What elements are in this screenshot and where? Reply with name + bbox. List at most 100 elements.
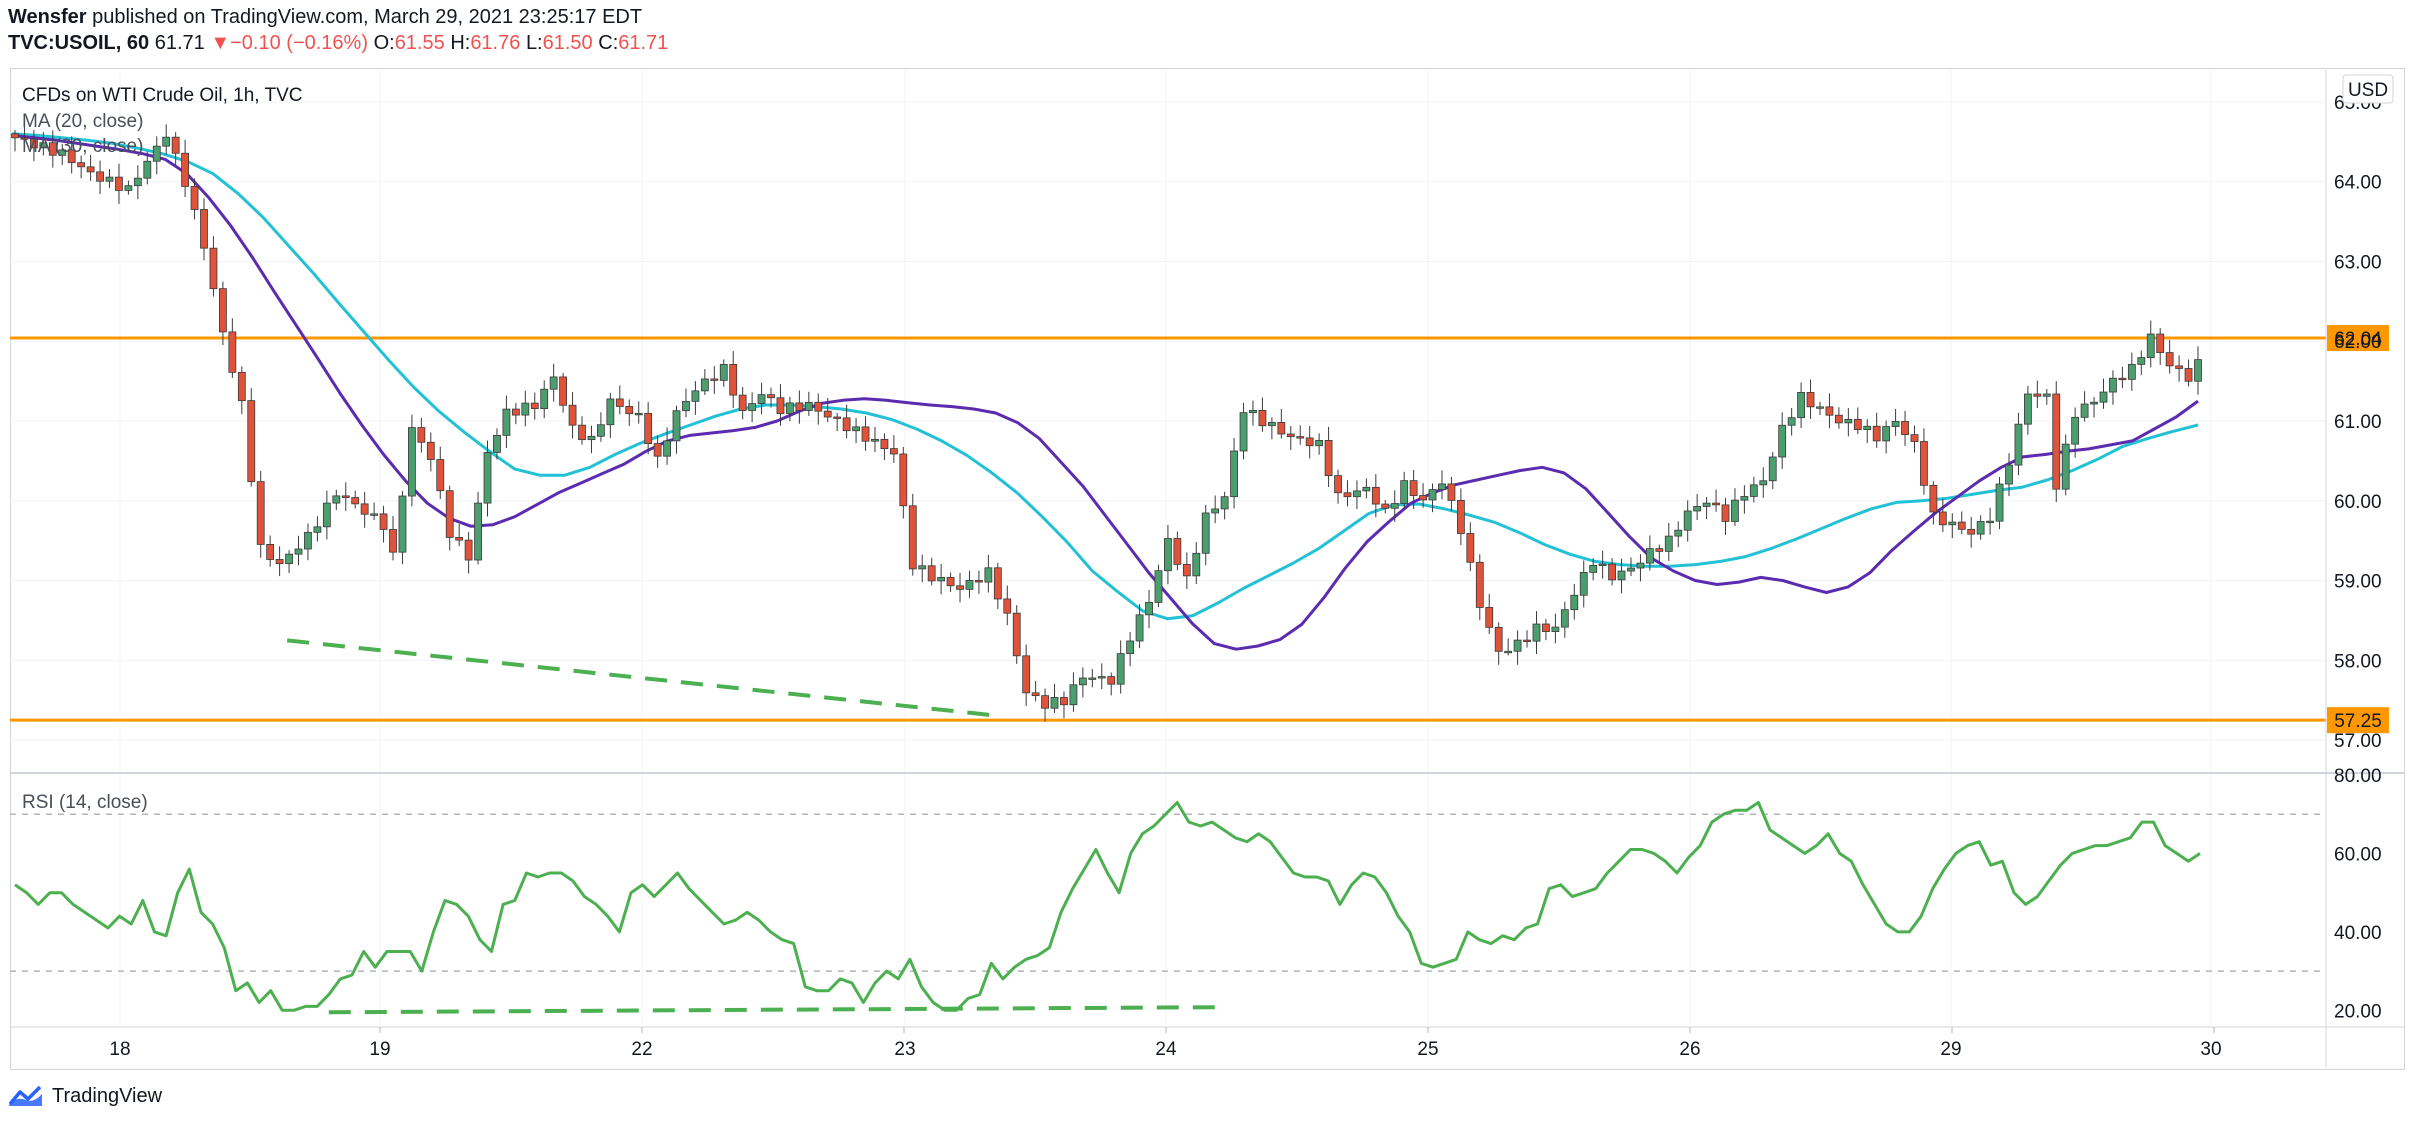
footer-brand-label: TradingView xyxy=(52,1084,163,1107)
candle xyxy=(937,564,946,595)
candle-body xyxy=(1560,609,1569,628)
candle xyxy=(445,485,454,551)
candle xyxy=(1438,470,1446,500)
candle-body xyxy=(1645,548,1654,564)
candle-body xyxy=(889,448,898,455)
candle-body xyxy=(852,426,860,432)
publisher-name[interactable]: Wensfer xyxy=(8,6,87,28)
candle xyxy=(313,516,322,542)
candle xyxy=(597,412,605,442)
open-value: 61.55 xyxy=(394,32,445,54)
candle-body xyxy=(946,577,955,587)
candle-body xyxy=(2146,333,2155,359)
candle-body xyxy=(540,388,549,410)
candle xyxy=(1466,522,1475,572)
candle xyxy=(2194,346,2202,395)
candle-body xyxy=(1542,623,1550,632)
candle xyxy=(304,523,312,561)
candle-body xyxy=(587,435,596,441)
candle-body xyxy=(2109,377,2117,393)
candle xyxy=(237,366,246,415)
candle-body xyxy=(322,502,331,528)
candle xyxy=(1381,500,1390,514)
candle-body xyxy=(1532,623,1541,642)
candle xyxy=(1834,407,1843,429)
price-level-tag xyxy=(2327,325,2389,352)
candle-body xyxy=(1579,572,1588,596)
candle xyxy=(1409,470,1418,509)
price-trendline-layer xyxy=(286,638,1002,719)
candle xyxy=(1060,691,1068,719)
candle xyxy=(729,350,738,408)
time-tick-label: 19 xyxy=(369,1039,390,1060)
candle xyxy=(143,151,152,185)
candle xyxy=(653,435,662,468)
candle-body xyxy=(1258,410,1267,427)
candle-body xyxy=(1816,406,1824,409)
candle-body xyxy=(1315,439,1324,447)
candle xyxy=(474,491,482,565)
candle-body xyxy=(795,402,804,411)
candle-body xyxy=(171,136,180,154)
candle-body xyxy=(757,394,766,404)
candle-body xyxy=(899,453,908,507)
candle-body xyxy=(1126,640,1135,655)
candle xyxy=(39,132,48,156)
candle-body xyxy=(1740,496,1749,501)
candle-body xyxy=(1135,614,1144,642)
candle xyxy=(1674,521,1683,548)
candle xyxy=(2033,380,2042,409)
ma20-legend[interactable]: MA (20, close) xyxy=(22,111,143,132)
candle xyxy=(1986,507,1994,535)
chart-title: CFDs on WTI Crude Oil, 1h, TVC xyxy=(22,85,303,106)
open-label: O: xyxy=(373,32,395,54)
candle xyxy=(436,446,445,500)
candle xyxy=(2005,453,2013,497)
candle xyxy=(1740,485,1749,514)
candle xyxy=(1012,605,1021,664)
candle xyxy=(710,366,719,394)
candle-body xyxy=(1353,490,1361,498)
candle xyxy=(275,546,284,577)
candle-body xyxy=(1693,506,1702,512)
candle-body xyxy=(2080,403,2089,418)
candle xyxy=(1749,476,1758,503)
candle-body xyxy=(1494,626,1503,652)
candle xyxy=(77,155,86,179)
candle-body xyxy=(11,133,19,139)
candle-body xyxy=(1324,439,1333,477)
candle-body xyxy=(1060,697,1068,706)
footer-brand[interactable]: TradingView xyxy=(8,1084,162,1108)
candle-body xyxy=(1712,502,1720,506)
candle xyxy=(672,405,681,454)
high-label: H: xyxy=(450,32,471,54)
candle-body xyxy=(58,149,67,156)
candle-body xyxy=(1863,425,1872,430)
candle-body xyxy=(615,398,624,407)
candle xyxy=(842,404,851,439)
candle xyxy=(2080,391,2089,422)
currency-button[interactable] xyxy=(2342,74,2394,104)
candle-body xyxy=(1069,684,1078,706)
candle xyxy=(956,572,964,603)
candle xyxy=(2014,412,2023,476)
candle xyxy=(351,490,360,509)
ma30-legend[interactable]: MA (30, close) xyxy=(22,136,143,157)
candle xyxy=(86,154,95,181)
candle xyxy=(1929,481,1938,525)
candle xyxy=(124,180,133,195)
candle-body xyxy=(2175,365,2183,369)
candle xyxy=(219,281,227,346)
candle-body xyxy=(1664,535,1673,552)
candle-body xyxy=(417,427,426,443)
candle xyxy=(1759,467,1768,498)
price-level-label: 62.04 xyxy=(2334,329,2382,350)
candle xyxy=(190,178,199,220)
candle-body xyxy=(823,410,832,418)
candle-body xyxy=(2005,464,2013,485)
candle-body xyxy=(1466,533,1475,563)
rsi-legend[interactable]: RSI (14, close) xyxy=(22,792,148,813)
candle-body xyxy=(1438,483,1446,490)
candle xyxy=(1315,433,1324,455)
